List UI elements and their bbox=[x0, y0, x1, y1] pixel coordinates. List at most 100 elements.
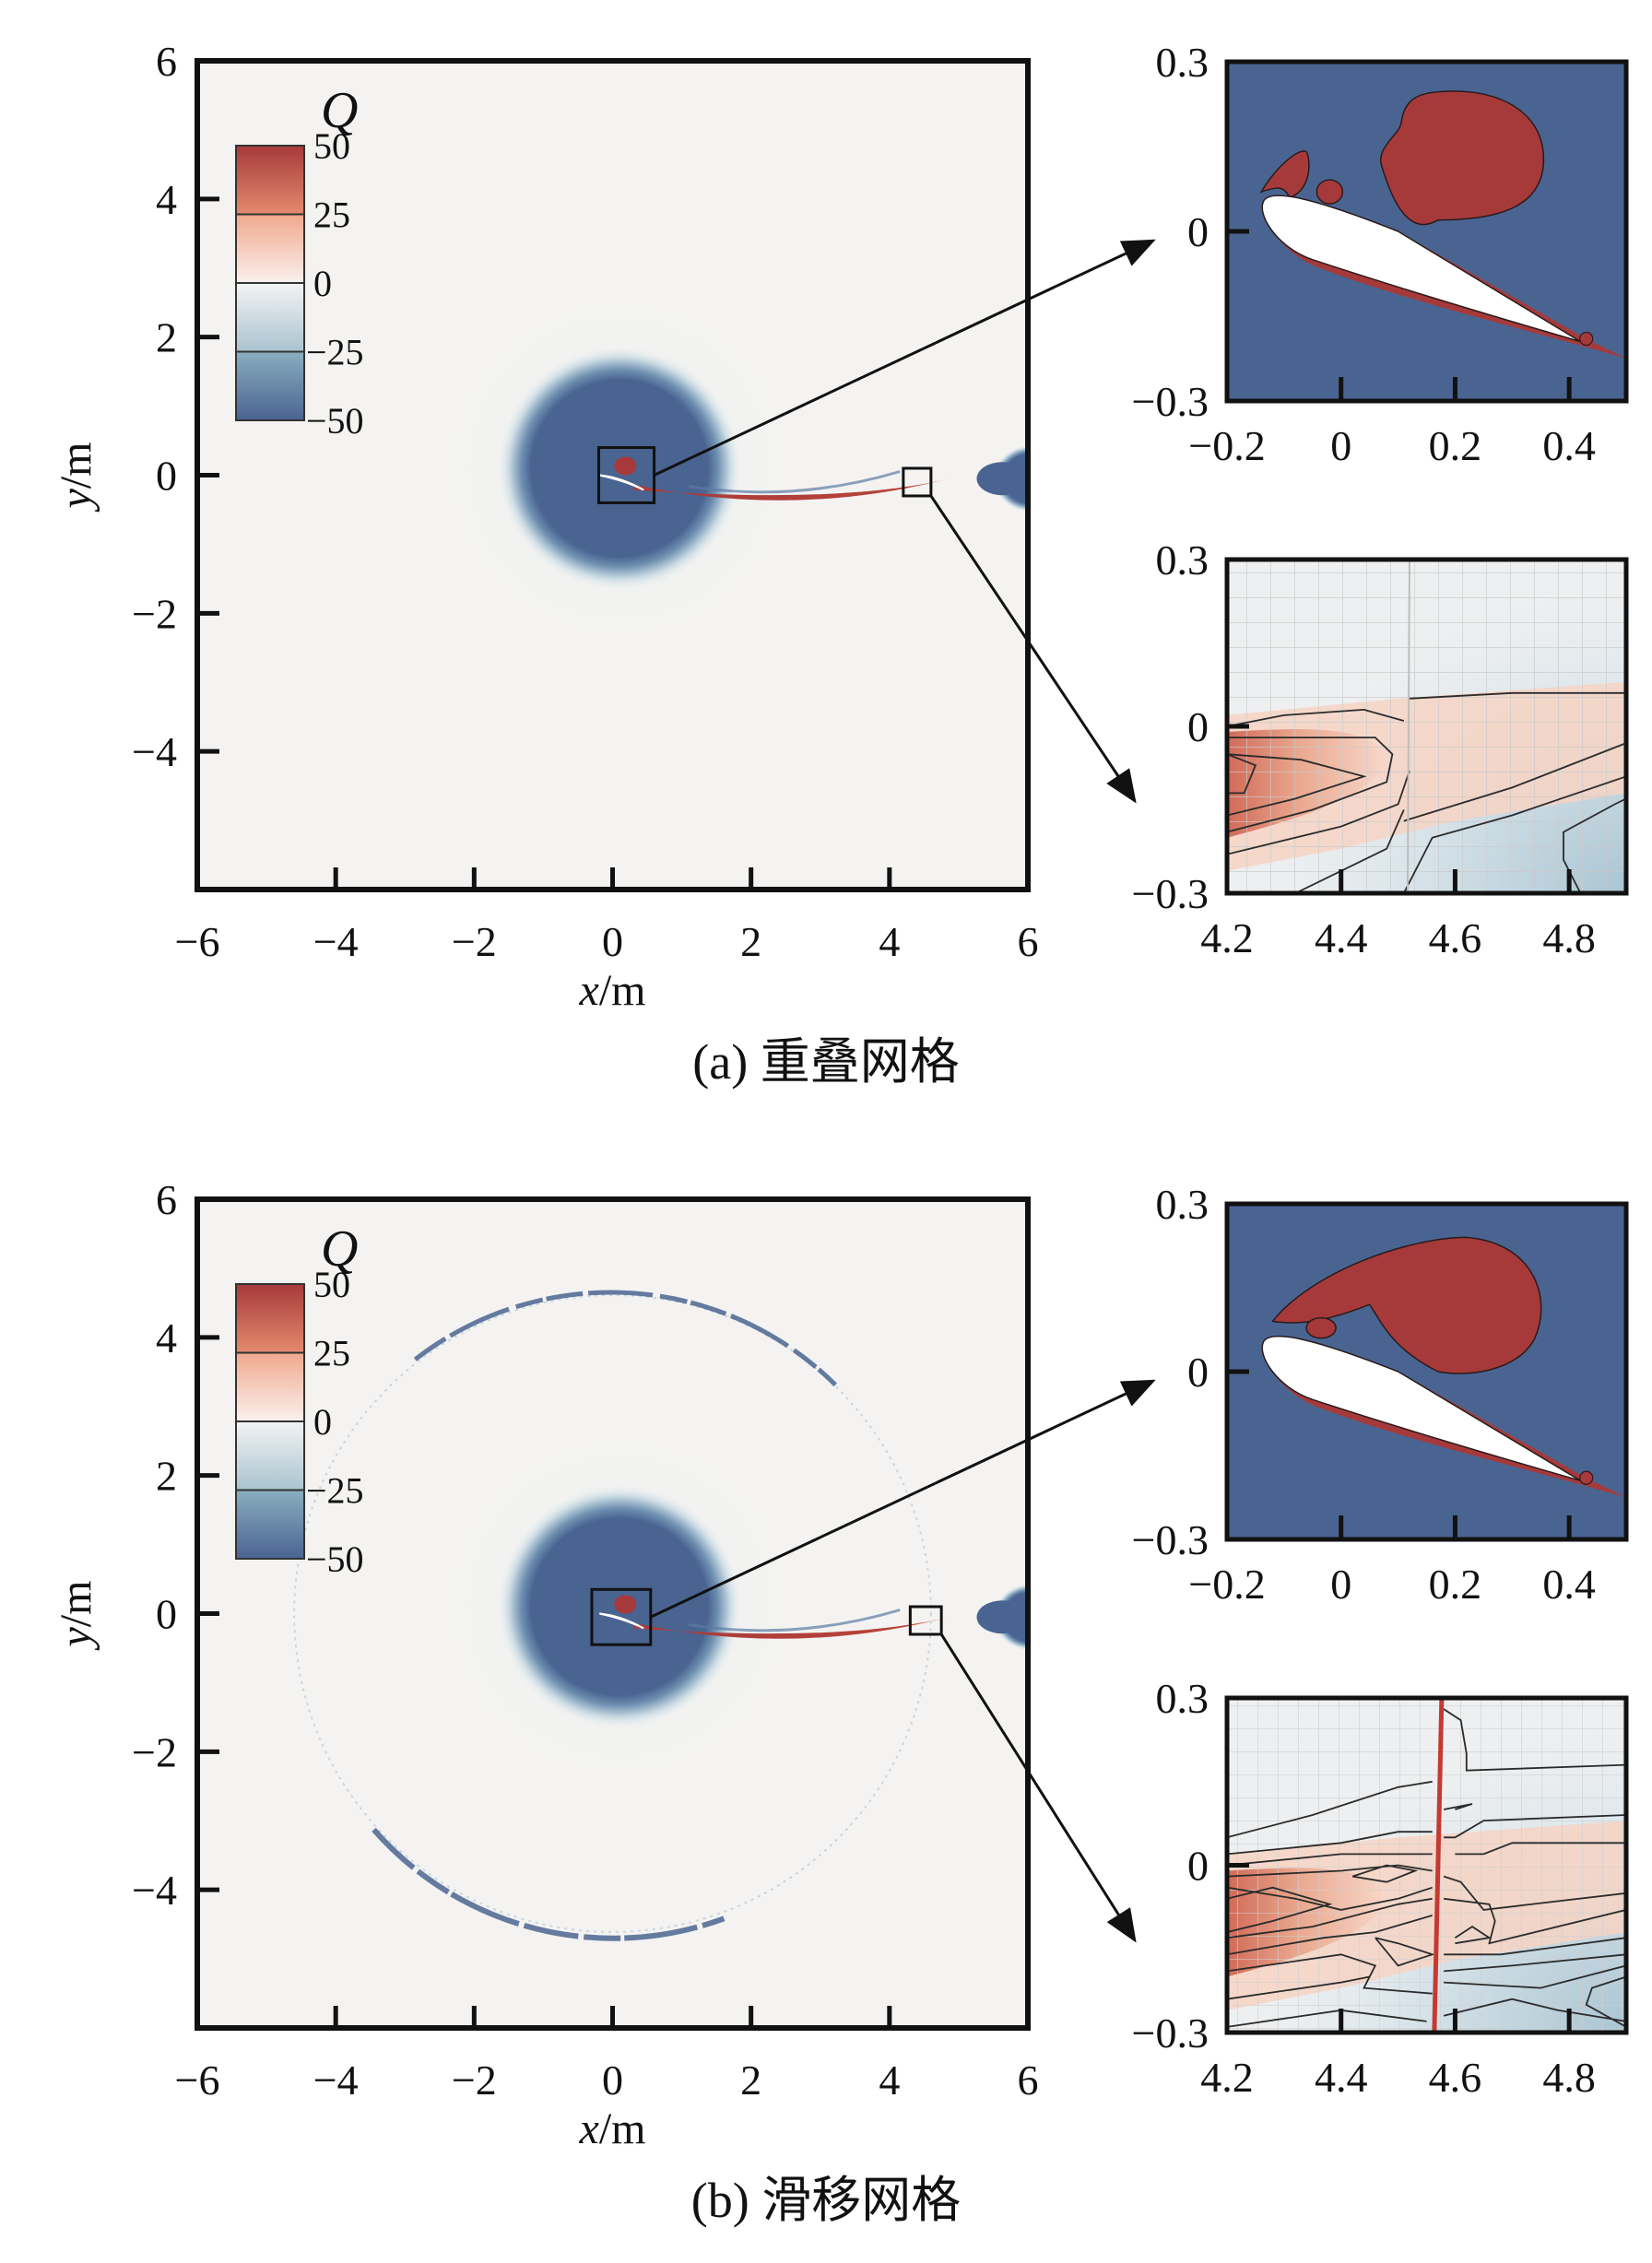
y-axis-title: y/m bbox=[52, 442, 100, 513]
inset-airfoil-field bbox=[1227, 1204, 1626, 1539]
leading-edge-vortex bbox=[1259, 150, 1310, 199]
q-contour-line bbox=[1403, 742, 1626, 822]
q-contour-line bbox=[1227, 1915, 1433, 1956]
inset-wake-field bbox=[1227, 560, 1626, 893]
trailing-edge-vortex bbox=[1579, 1470, 1594, 1485]
inset-wake-x-tick-label: 4.8 bbox=[1542, 914, 1596, 961]
x-tick-label: −6 bbox=[175, 918, 220, 965]
airfoil bbox=[1261, 1335, 1581, 1482]
inset-airfoil-x-tick-label: 0 bbox=[1330, 422, 1351, 469]
inset-airfoil-y-tick-label: 0.3 bbox=[1156, 1181, 1210, 1228]
x-tick-label: 4 bbox=[879, 918, 900, 965]
y-tick-label: 2 bbox=[156, 314, 177, 361]
inset-wake-x-tick-label: 4.8 bbox=[1542, 2054, 1596, 2101]
airfoil bbox=[1261, 194, 1581, 343]
overset-mesh-boundary bbox=[1406, 560, 1410, 893]
q-contour-line bbox=[1227, 1831, 1433, 1856]
downstream-vortex-tail bbox=[976, 1600, 1028, 1634]
q-contour-line bbox=[1409, 691, 1626, 700]
q-contour-line bbox=[1402, 775, 1626, 893]
y-axis-unit: /m bbox=[52, 442, 100, 489]
panels: −6 −4 −2 0 2 4 6−4−20246x/my/mQ50250−25−50−0.2… bbox=[52, 38, 1629, 2228]
panel-b: −6 −4 −2 0 2 4 6−4−20246x/my/mQ50250−25−50−0.2… bbox=[52, 1176, 1629, 2228]
inset-wake-x-tick-label: 4.2 bbox=[1200, 2054, 1254, 2101]
q-contour-line bbox=[1227, 737, 1394, 833]
ring-artifact-top bbox=[413, 1290, 838, 1387]
q-contour-line bbox=[1444, 1814, 1626, 1839]
q-contour-line bbox=[1443, 1897, 1626, 1945]
inset-airfoil-field bbox=[1227, 62, 1626, 401]
q-contour-line bbox=[1227, 1886, 1333, 1933]
y-tick-label: −2 bbox=[132, 590, 177, 637]
x-tick-label: 0 bbox=[602, 2057, 623, 2104]
y-tick-label: −2 bbox=[132, 1728, 177, 1775]
inset-wake-y-tick-label: 0 bbox=[1187, 1843, 1209, 1890]
colorbar-tick-label: 0 bbox=[313, 263, 332, 304]
q-contour-line bbox=[1227, 1780, 1433, 1839]
q-contour-line bbox=[1585, 1975, 1626, 2028]
q-contour-line bbox=[1444, 1937, 1626, 1956]
x-axis-var: x bbox=[579, 966, 599, 1015]
wake-negative-edge bbox=[688, 1609, 901, 1632]
secondary-vortex bbox=[1316, 179, 1344, 205]
inset-wake-y-tick-label: 0.3 bbox=[1156, 536, 1210, 583]
mesh-lines bbox=[1227, 560, 1626, 893]
q-contour-line bbox=[1443, 1803, 1473, 1810]
x-tick-label: 4 bbox=[879, 2057, 900, 2104]
inset-airfoil-x-tick-label: 0 bbox=[1330, 1561, 1351, 1608]
leading-vortex-mini bbox=[614, 1595, 637, 1614]
x-tick-label: 6 bbox=[1018, 2057, 1039, 2104]
q-contour-line bbox=[1351, 1864, 1419, 1883]
q-contour-line bbox=[1444, 1953, 1626, 1973]
q-contour-line bbox=[1227, 771, 1410, 855]
trailing-edge-vortex bbox=[1579, 331, 1594, 347]
inset-airfoil-x-tick-label: 0.4 bbox=[1542, 1561, 1596, 1608]
x-tick-label: −4 bbox=[313, 2057, 359, 2104]
x-tick-label: 0 bbox=[602, 918, 623, 965]
colorbar-title: Q bbox=[321, 1220, 358, 1278]
y-tick-label: −4 bbox=[132, 1867, 177, 1914]
secondary-vortex bbox=[1305, 1316, 1337, 1339]
separation-vortex-large bbox=[1380, 90, 1545, 226]
colorbar-tick-label: 25 bbox=[313, 194, 350, 236]
x-tick-label: −6 bbox=[175, 2057, 220, 2104]
y-tick-label: 0 bbox=[156, 1591, 177, 1638]
x-axis-unit: /m bbox=[599, 966, 646, 1015]
y-tick-label: 4 bbox=[156, 176, 177, 223]
x-tick-label: −2 bbox=[452, 918, 497, 965]
q-contour-line bbox=[1227, 1953, 1433, 1995]
colorbar-tick-label: 25 bbox=[313, 1333, 350, 1374]
sliding-interface-ring bbox=[293, 1294, 932, 1933]
y-tick-label: 6 bbox=[156, 38, 177, 85]
q-contour-line bbox=[1227, 753, 1257, 795]
q-contour-line bbox=[1227, 708, 1405, 727]
zoom-arrow-wake bbox=[929, 495, 1137, 804]
q-contour-line bbox=[1443, 1875, 1626, 1911]
q-contour-line bbox=[1443, 1998, 1626, 2022]
x-tick-label: 2 bbox=[740, 2057, 761, 2104]
x-axis-title: x/m bbox=[579, 966, 646, 1015]
inset-airfoil-y-tick-label: 0 bbox=[1187, 208, 1209, 255]
colorbar-tick-label: −50 bbox=[306, 400, 364, 442]
y-axis-var: y bbox=[52, 488, 100, 513]
q-contour-line bbox=[1227, 1864, 1433, 1878]
inset-wake-y-tick-label: −0.3 bbox=[1132, 2010, 1209, 2057]
x-tick-label: 6 bbox=[1018, 918, 1039, 965]
inset-airfoil-y-tick-label: 0 bbox=[1187, 1349, 1209, 1396]
inset-wake-x-tick-label: 4.4 bbox=[1315, 2054, 1368, 2101]
inset-airfoil-x-tick-label: 0.2 bbox=[1429, 1561, 1482, 1608]
y-tick-label: 2 bbox=[156, 1453, 177, 1500]
y-tick-label: 4 bbox=[156, 1314, 177, 1361]
main-field bbox=[197, 61, 1028, 890]
inset-wake-x-tick-label: 4.6 bbox=[1429, 2054, 1482, 2101]
inset-wake-x-tick-label: 4.2 bbox=[1200, 914, 1254, 961]
q-contour-line bbox=[1375, 1937, 1435, 1967]
inset-wake-field bbox=[1227, 1698, 1626, 2033]
colorbar-tick-label: −25 bbox=[306, 1470, 364, 1512]
y-tick-label: 6 bbox=[156, 1176, 177, 1223]
inset-wake-x-tick-label: 4.6 bbox=[1429, 914, 1482, 961]
q-contour-line bbox=[1444, 1964, 1626, 1989]
airfoil-mini bbox=[599, 474, 644, 491]
inset-airfoil-y-tick-label: −0.3 bbox=[1132, 378, 1209, 425]
colorbar-tick-label: 0 bbox=[313, 1401, 332, 1443]
